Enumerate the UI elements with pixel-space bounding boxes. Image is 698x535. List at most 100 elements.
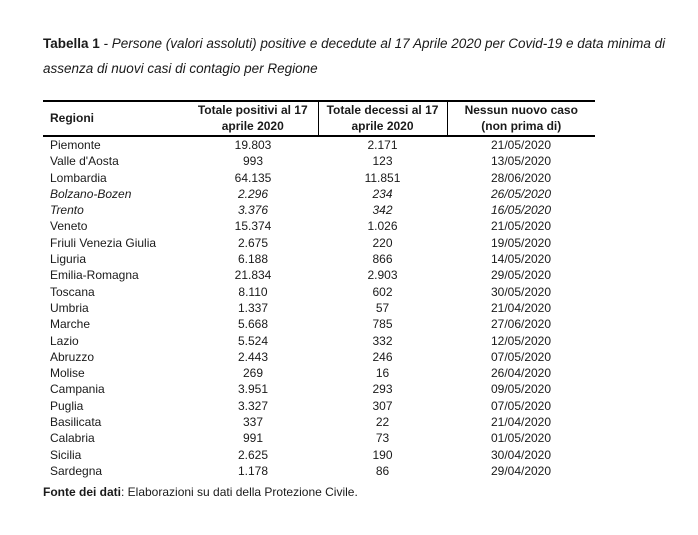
cell-region: Puglia (50, 398, 84, 413)
cell-totale-decessi: 1.026 (367, 219, 398, 234)
cell-region: Abruzzo (50, 349, 95, 364)
cell-totale-positivi: 269 (242, 366, 264, 381)
cell-totale-positivi: 993 (242, 154, 264, 169)
cell-region: Calabria (50, 431, 95, 446)
cell-totale-positivi: 64.135 (234, 170, 272, 185)
cell-totale-positivi: 3.376 (237, 203, 269, 218)
cell-totale-positivi: 1.337 (237, 300, 269, 315)
cell-totale-positivi: 19.803 (234, 138, 272, 152)
cell-region: Bolzano-Bozen (50, 186, 132, 201)
cell-nessun-nuovo-caso: 12/05/2020 (490, 333, 552, 348)
cell-region: Marche (50, 317, 91, 332)
cell-nessun-nuovo-caso: 13/05/2020 (490, 154, 552, 169)
cell-nessun-nuovo-caso: 01/05/2020 (490, 431, 552, 446)
cell-totale-positivi: 337 (242, 415, 264, 430)
cell-region: Veneto (50, 219, 88, 234)
table-row: Lazio 5.524 332 12/05/2020 (43, 333, 595, 349)
table-row: Campania 3.951 293 09/05/2020 (43, 381, 595, 397)
column-header-nessun-nuovo-caso: Nessun nuovo caso (non prima di) (447, 101, 595, 137)
table-row: Sardegna 1.178 86 29/04/2020 (43, 463, 595, 479)
table-row: Bolzano-Bozen 2.296 234 26/05/2020 (43, 186, 595, 202)
cell-region: Toscana (50, 284, 95, 299)
cell-nessun-nuovo-caso: 21/04/2020 (490, 415, 552, 430)
table-row: Trento 3.376 342 16/05/2020 (43, 202, 595, 218)
table-row: Basilicata 337 22 21/04/2020 (43, 414, 595, 430)
table-row: Liguria 6.188 866 14/05/2020 (43, 251, 595, 267)
column-header-regioni: Regioni (43, 101, 188, 137)
cell-nessun-nuovo-caso: 26/04/2020 (490, 366, 552, 381)
cell-totale-decessi: 16 (375, 366, 390, 381)
cell-totale-decessi: 11.851 (364, 170, 401, 185)
cell-totale-decessi: 190 (372, 447, 393, 462)
cell-nessun-nuovo-caso: 07/05/2020 (490, 349, 552, 364)
table-row: Lombardia 64.135 11.851 28/06/2020 (43, 170, 595, 186)
cell-totale-decessi: 307 (372, 398, 393, 413)
cell-region: Sardegna (50, 463, 103, 478)
column-header-totale-positivi: Totale positivi al 17 aprile 2020 (188, 101, 319, 137)
table-row: Veneto 15.374 1.026 21/05/2020 (43, 218, 595, 234)
cell-totale-decessi: 220 (372, 235, 393, 250)
cell-totale-positivi: 2.675 (237, 235, 269, 250)
table-row: Umbria 1.337 57 21/04/2020 (43, 300, 595, 316)
cell-region: Basilicata (50, 415, 102, 430)
header-row: Regioni Totale positivi al 17 aprile 202… (43, 101, 595, 137)
cell-totale-decessi: 57 (375, 300, 390, 315)
cell-totale-positivi: 3.327 (237, 398, 269, 413)
table-body: Piemonte 19.803 2.171 21/05/2020 Valle d'Aos… (43, 136, 595, 479)
cell-nessun-nuovo-caso: 21/05/2020 (490, 138, 552, 152)
cell-region: Liguria (50, 252, 87, 267)
cell-totale-decessi: 866 (372, 252, 393, 267)
cell-nessun-nuovo-caso: 14/05/2020 (490, 252, 552, 267)
cell-nessun-nuovo-caso: 07/05/2020 (490, 398, 552, 413)
cell-nessun-nuovo-caso: 27/06/2020 (490, 317, 552, 332)
cell-region: Campania (50, 382, 105, 397)
table-row: Valle d'Aosta 993 123 13/05/2020 (43, 153, 595, 169)
cell-nessun-nuovo-caso: 16/05/2020 (490, 203, 552, 218)
table-row: Marche 5.668 785 27/06/2020 (43, 316, 595, 332)
cell-totale-decessi: 293 (372, 382, 393, 397)
caption-text: - Persone (valori assoluti) positive e d… (43, 36, 666, 76)
table-caption: Tabella 1 - Persone (valori assoluti) po… (43, 31, 695, 81)
cell-totale-decessi: 2.171 (367, 138, 398, 152)
column-header-totale-decessi: Totale decessi al 17 aprile 2020 (318, 101, 448, 137)
cell-region: Valle d'Aosta (50, 154, 119, 169)
table-row: Calabria 991 73 01/05/2020 (43, 430, 595, 446)
cell-region: Friuli Venezia Giulia (50, 235, 157, 250)
cell-totale-positivi: 5.668 (237, 317, 269, 332)
table-row: Sicilia 2.625 190 30/04/2020 (43, 447, 595, 463)
table-row: Abruzzo 2.443 246 07/05/2020 (43, 349, 595, 365)
table-row: Friuli Venezia Giulia 2.675 220 19/05/2020 (43, 235, 595, 251)
covid-regions-table: Regioni Totale positivi al 17 aprile 202… (43, 100, 595, 479)
cell-totale-decessi: 2.903 (367, 268, 398, 283)
table-row: Emilia-Romagna 21.834 2.903 29/05/2020 (43, 267, 595, 283)
cell-nessun-nuovo-caso: 30/05/2020 (490, 284, 552, 299)
cell-nessun-nuovo-caso: 09/05/2020 (490, 382, 552, 397)
cell-nessun-nuovo-caso: 19/05/2020 (490, 235, 552, 250)
cell-region: Lombardia (50, 170, 107, 185)
cell-nessun-nuovo-caso: 21/04/2020 (490, 300, 552, 315)
cell-totale-positivi: 8.110 (238, 284, 268, 299)
cell-totale-decessi: 22 (375, 415, 390, 430)
cell-totale-decessi: 332 (372, 333, 393, 348)
cell-totale-positivi: 2.443 (237, 349, 269, 364)
cell-nessun-nuovo-caso: 26/05/2020 (490, 186, 552, 201)
cell-totale-positivi: 21.834 (234, 268, 272, 283)
cell-region: Molise (50, 366, 85, 381)
cell-totale-positivi: 6.188 (237, 252, 269, 267)
cell-totale-decessi: 342 (372, 203, 393, 218)
cell-totale-decessi: 86 (375, 463, 390, 478)
source-note: Fonte dei dati: Elaborazioni su dati del… (43, 484, 692, 500)
cell-nessun-nuovo-caso: 30/04/2020 (490, 447, 552, 462)
cell-totale-positivi: 1.178 (237, 463, 269, 478)
cell-totale-decessi: 73 (375, 431, 390, 446)
cell-region: Umbria (50, 300, 89, 315)
cell-region: Sicilia (50, 447, 82, 462)
cell-nessun-nuovo-caso: 28/06/2020 (490, 170, 552, 185)
table-row: Piemonte 19.803 2.171 21/05/2020 (43, 136, 595, 153)
cell-totale-positivi: 2.625 (237, 447, 269, 462)
source-text: : Elaborazioni su dati della Protezione … (121, 485, 358, 500)
cell-totale-decessi: 785 (372, 317, 393, 332)
cell-totale-positivi: 3.951 (237, 382, 269, 397)
cell-totale-positivi: 2.296 (237, 186, 269, 201)
